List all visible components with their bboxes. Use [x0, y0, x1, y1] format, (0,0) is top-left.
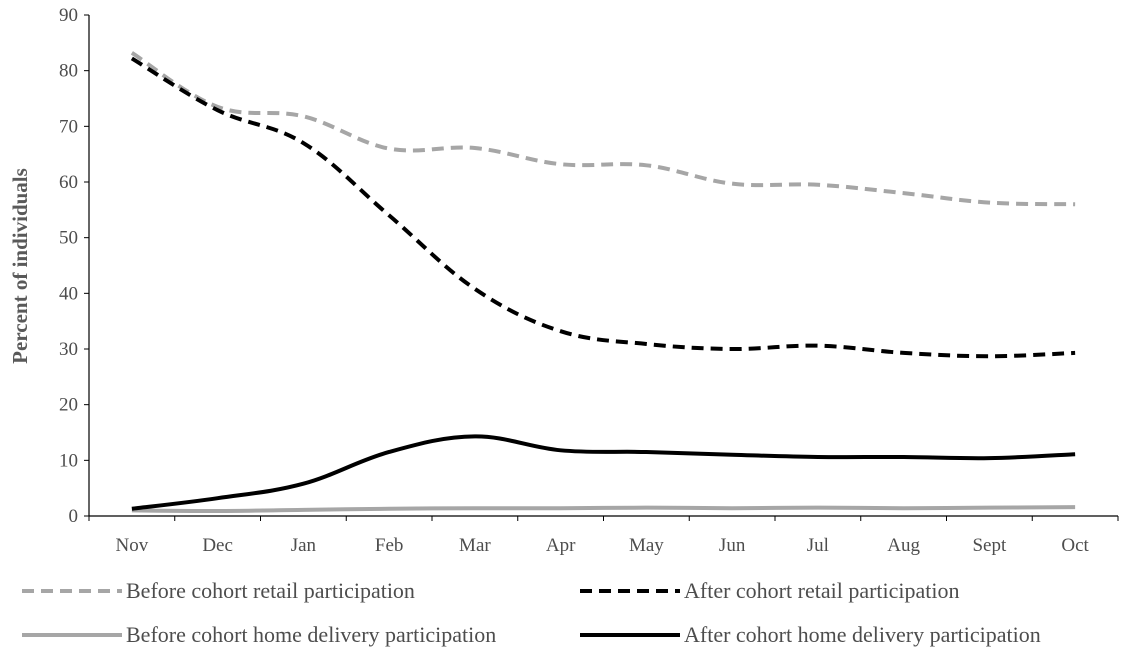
y-tick-label: 20 [59, 395, 78, 416]
axes: 0 10 20 30 40 50 60 70 80 90 Nov Dec Jan Feb Mar Apr May… [59, 5, 1119, 556]
legend-label: After cohort home delivery participation [684, 622, 1041, 647]
x-tick-label: Apr [546, 535, 576, 556]
y-tick-label: 40 [59, 283, 78, 304]
x-tick-label: Sept [972, 535, 1007, 556]
legend-item-after-cohort-retail-participation: After cohort retail participation [580, 578, 960, 603]
x-tick-label: Jan [291, 535, 317, 556]
series-line-after-cohort-home-delivery-participation [131, 434, 1076, 511]
x-tick-label: Aug [887, 535, 920, 556]
y-tick-label: 80 [59, 61, 78, 82]
x-tick-label: Jul [807, 535, 829, 556]
legend-item-before-cohort-retail-participation: Before cohort retail participation [22, 578, 415, 603]
legend-label: After cohort retail participation [684, 578, 960, 603]
x-tick-label: May [629, 535, 664, 556]
legend-item-after-cohort-home-delivery-participation: After cohort home delivery participation [580, 622, 1041, 647]
x-tick-label: Dec [202, 535, 233, 556]
legend-label: Before cohort home delivery participatio… [126, 622, 496, 647]
x-tick-label: Nov [116, 535, 149, 556]
y-tick-label: 0 [69, 506, 79, 527]
series-line-before-cohort-home-delivery-participation [131, 505, 1076, 514]
legend-item-before-cohort-home-delivery-participation: Before cohort home delivery participatio… [22, 622, 496, 647]
x-tick-label: Oct [1061, 535, 1089, 556]
series-lines [130, 51, 1076, 514]
y-axis-title: Percent of individuals [8, 168, 32, 364]
y-tick-label: 60 [59, 172, 78, 193]
legend-label: Before cohort retail participation [126, 578, 415, 603]
series-line-after-cohort-retail-participation [130, 56, 1076, 359]
y-tick-label: 50 [59, 228, 78, 249]
x-tick-label: Feb [375, 535, 404, 556]
y-tick-label: 70 [59, 116, 78, 137]
x-tick-label: Jun [719, 535, 746, 556]
series-line-before-cohort-retail-participation [130, 51, 1076, 207]
x-tick-label: Mar [459, 535, 491, 556]
legend: Before cohort retail participation After … [22, 578, 1041, 647]
y-tick-label: 30 [59, 339, 78, 360]
y-tick-label: 90 [59, 5, 78, 26]
y-tick-label: 10 [59, 450, 78, 471]
